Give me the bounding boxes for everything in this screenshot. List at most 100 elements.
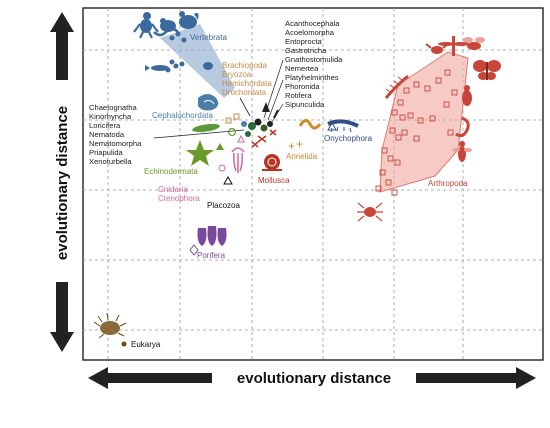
vertebrata-point <box>179 61 185 67</box>
arthropoda-point <box>385 179 392 186</box>
cluster-point <box>262 102 270 112</box>
arthropoda-point <box>375 185 382 192</box>
label-nematomorpha: Nematomorpha <box>89 139 142 148</box>
butterfly-icon <box>473 60 501 80</box>
mollusca-point <box>251 141 259 148</box>
label-onychophora: Onychophora <box>324 134 373 143</box>
label-kinorhyncha: Kinorhyncha <box>89 112 132 121</box>
arthropoda-point <box>413 135 420 142</box>
beetle-icon <box>462 85 472 106</box>
tick-icon <box>357 202 383 222</box>
y-arrow-up-icon <box>50 12 74 80</box>
worm-icon <box>298 119 322 130</box>
label-mollusca: Mollusca <box>258 176 290 185</box>
shrimp-icon <box>455 116 470 138</box>
primate-icon <box>133 12 159 39</box>
starfish-icon <box>186 140 214 166</box>
frog-icon <box>203 62 213 70</box>
arthropoda-point <box>435 77 442 84</box>
arthropoda-point <box>389 127 396 134</box>
echinoderm-point <box>227 127 237 137</box>
arthropoda-point <box>407 112 414 119</box>
label-cephalochordata: Cephalochordata <box>152 111 213 120</box>
fish-icon <box>145 65 169 71</box>
arthropoda-point <box>387 155 394 162</box>
arthropoda-point <box>401 129 408 136</box>
label-gnathostomulida: Gnathostomulida <box>285 55 343 64</box>
mollusca-point <box>257 135 267 143</box>
arthropoda-point <box>447 129 454 136</box>
bee-icon <box>463 37 485 50</box>
arthropoda-point <box>451 89 458 96</box>
label-brachiopoda: Brachiopoda <box>222 61 267 70</box>
vertebrata-cone <box>160 24 235 98</box>
cluster-point <box>248 122 256 130</box>
label-eukarya: Eukarya <box>131 340 161 349</box>
vertebrata-point <box>173 63 179 69</box>
central-cluster <box>225 102 279 148</box>
label-loricifera: Loricifera <box>89 121 121 130</box>
orange-point <box>233 113 240 120</box>
snake-icon <box>153 27 179 37</box>
label-echinodermata: Echinodermata <box>144 167 198 176</box>
label-acoelomorpha: Acoelomorpha <box>285 28 335 37</box>
amoeba-icon <box>93 312 127 339</box>
arthropoda-point <box>379 169 386 176</box>
vertebrata-point <box>165 67 171 73</box>
black-group-labels: Acanthocephala Acoelomorpha Entoprocta G… <box>285 19 343 109</box>
cephalochordata-icon <box>198 94 219 111</box>
arthropoda-point <box>395 134 402 141</box>
label-ctenophora: Ctenophora <box>158 194 200 203</box>
label-rotifera: Rotifera <box>285 91 312 100</box>
x-arrow-left-icon <box>88 367 212 389</box>
vertebrata-point <box>181 37 187 43</box>
label-gastrotricha: Gastrotricha <box>285 46 327 55</box>
arthropoda-point <box>403 87 410 94</box>
mollusca-point <box>269 129 277 136</box>
arthropoda-point <box>417 117 424 124</box>
label-chaetognatha: Chaetognatha <box>89 103 137 112</box>
label-arthropoda: Arthropoda <box>428 179 468 188</box>
label-xenoturbella: Xenoturbella <box>89 157 132 166</box>
eukarya-point <box>121 341 127 347</box>
label-annelida: Annelida <box>286 152 318 161</box>
y-axis-arrow <box>50 12 74 352</box>
label-porifera: Porifera <box>197 251 226 260</box>
crab-icon <box>425 43 449 54</box>
cluster-point <box>273 109 279 119</box>
urochordata-leader <box>239 97 251 117</box>
echinoderm-point <box>216 143 224 150</box>
x-arrow-right-icon <box>416 367 536 389</box>
cnidaria-point <box>237 134 245 143</box>
label-phoronida: Phoronida <box>285 82 320 91</box>
arthropoda-hull <box>379 51 469 193</box>
arthropoda-point <box>424 85 431 92</box>
label-platyhelminthes: Platyhelminthes <box>285 73 339 82</box>
y-arrow-shaft-lower <box>56 282 68 332</box>
label-nemertea: Nemertea <box>285 64 319 73</box>
snail-icon <box>262 154 282 171</box>
label-placozoa: Placozoa <box>207 201 240 210</box>
x-axis-arrow <box>88 367 536 389</box>
left-group-labels: Chaetognatha Kinorhyncha Loricifera Nema… <box>89 103 142 166</box>
dragonfly-icon <box>438 36 469 56</box>
arthropoda-point <box>413 81 420 88</box>
label-acanthocephala: Acanthocephala <box>285 19 340 28</box>
arthropoda-point <box>397 99 404 106</box>
bird-icon <box>179 11 199 29</box>
arthropoda-point <box>391 189 398 196</box>
label-hemichordata: Hemichordata <box>222 79 272 88</box>
cluster-point <box>241 121 247 127</box>
cluster-point <box>260 124 268 132</box>
y-arrow-down-icon <box>50 332 74 352</box>
ctenophora-point <box>218 164 226 172</box>
label-priapulida: Priapulida <box>89 148 124 157</box>
label-nematoda: Nematoda <box>89 130 125 139</box>
arthropoda-point <box>444 69 451 76</box>
vertebrata-icons <box>133 11 213 73</box>
arthropoda-point <box>399 114 406 121</box>
annelid-cross-icon: + <box>296 137 303 151</box>
cluster-point <box>245 131 251 137</box>
jellyfish-icon <box>231 147 245 173</box>
